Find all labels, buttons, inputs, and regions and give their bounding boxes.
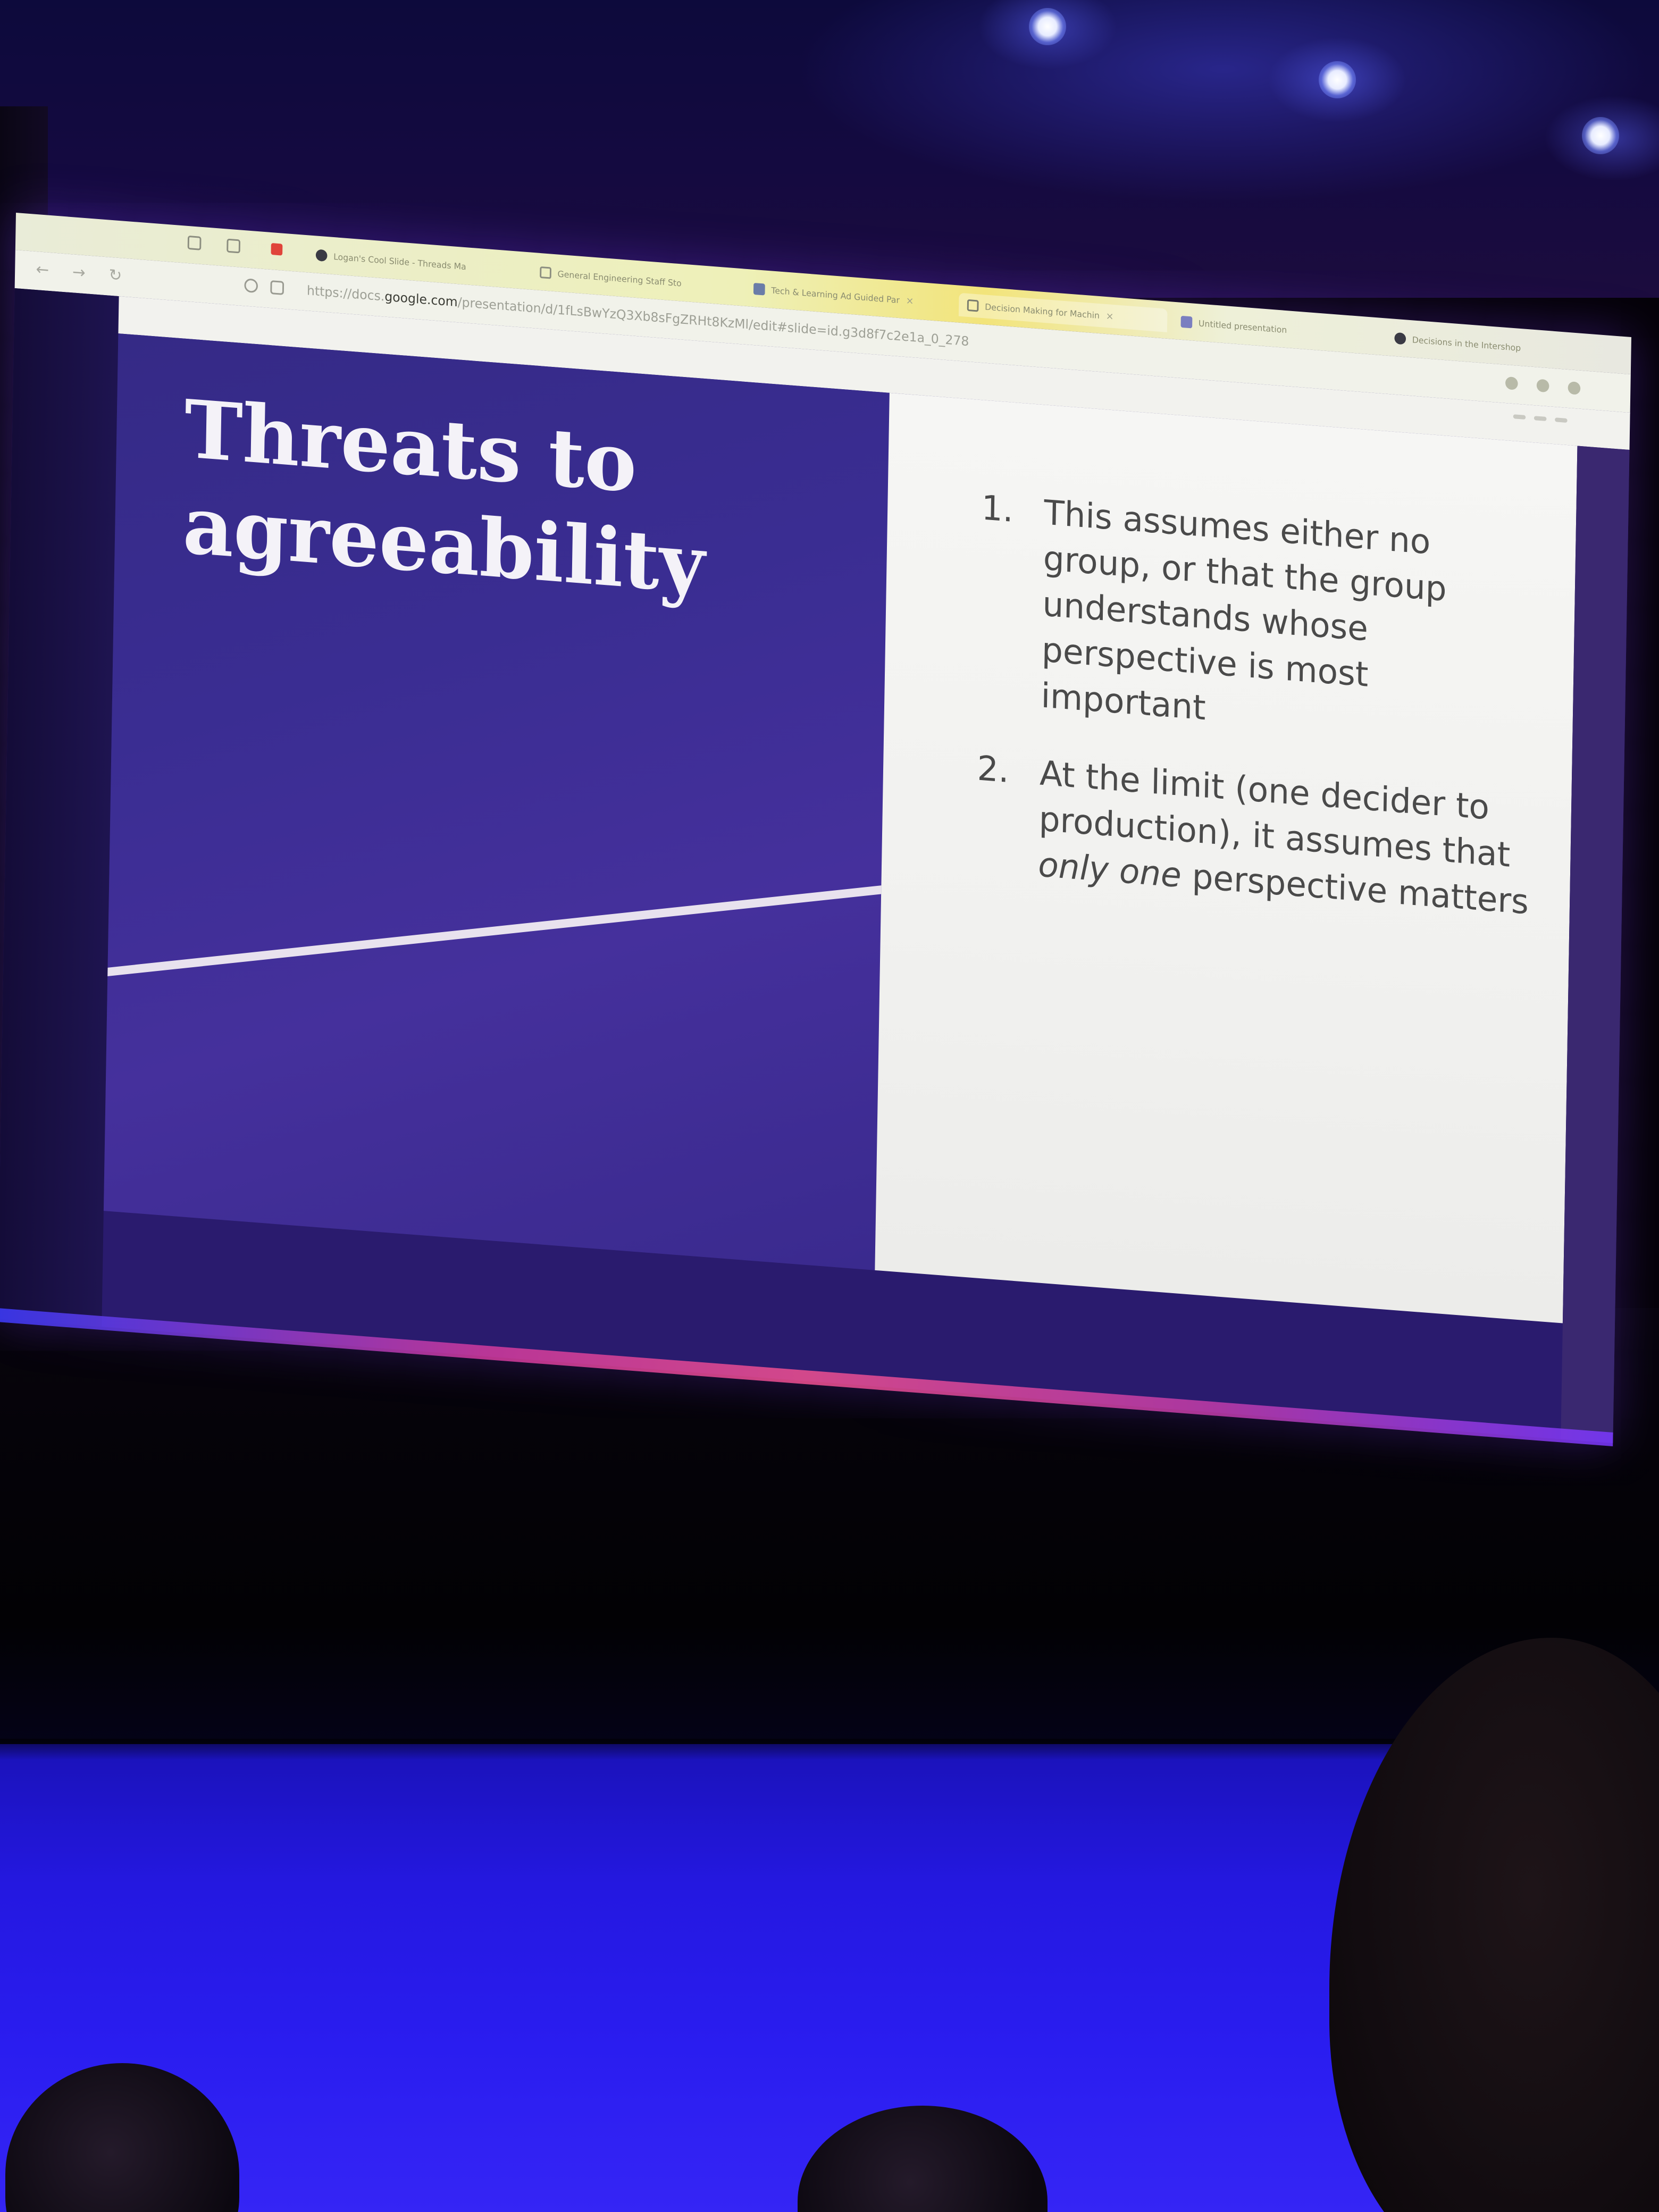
- slide-content-panel: 1. This assumes either no group, or that…: [875, 392, 1578, 1323]
- list-item-number: 2.: [977, 749, 1010, 791]
- projection-screen: Logan's Cool Slide - Threads Ma General …: [0, 213, 1642, 1774]
- decorative-line: [103, 882, 890, 979]
- toolbar-button[interactable]: [1534, 416, 1547, 421]
- tab-label: Decisions in the Intershop: [1412, 334, 1521, 353]
- list-item-emphasis: only one: [1037, 845, 1182, 896]
- lock-icon[interactable]: [270, 280, 284, 295]
- url-host: google.com: [384, 289, 458, 310]
- url-prefix: https://docs.: [306, 283, 385, 304]
- tab-overview-icon[interactable]: [227, 238, 241, 254]
- slide-numbered-list: 1. This assumes either no group, or that…: [975, 485, 1545, 958]
- stage-light: [1029, 8, 1066, 45]
- slides-toolbar-controls: [1513, 414, 1568, 423]
- slide-title-panel: Threats to agreeability: [103, 333, 890, 1270]
- globe-icon: [315, 249, 328, 262]
- stage-light: [1319, 61, 1356, 98]
- slide: Threats to agreeability 1. This assumes …: [103, 333, 1578, 1323]
- tab-label: General Engineering Staff Sto: [557, 269, 682, 288]
- window-tile-icon[interactable]: [187, 235, 202, 250]
- tab-label: Untitled presentation: [1198, 317, 1287, 335]
- doc-icon: [753, 282, 765, 296]
- tab-label: Logan's Cool Slide - Threads Ma: [333, 251, 466, 272]
- slide-title: Threats to agreeability: [182, 381, 811, 621]
- close-icon[interactable]: ×: [906, 295, 914, 307]
- forward-icon[interactable]: →: [72, 263, 86, 283]
- doc-icon: [1394, 332, 1406, 345]
- tab-label: Decision Making for Machin: [985, 301, 1100, 321]
- stage-light: [1582, 117, 1619, 154]
- slides-editor: Threats to agreeability 1. This assumes …: [0, 288, 1630, 1444]
- list-item: 2. At the limit (one decider to producti…: [975, 745, 1540, 926]
- list-item-text: This assumes either no group, or that th…: [1041, 493, 1447, 728]
- slides-filmstrip: [0, 288, 119, 1327]
- reload-icon[interactable]: ↻: [108, 265, 122, 286]
- close-icon[interactable]: ×: [1105, 310, 1114, 322]
- browser-window: Logan's Cool Slide - Threads Ma General …: [0, 213, 1632, 1444]
- slides-icon: [967, 299, 979, 312]
- extension-icon[interactable]: [1505, 376, 1518, 390]
- tab-label: Tech & Learning Ad Guided Par: [771, 284, 900, 305]
- extension-icon[interactable]: [1536, 379, 1549, 393]
- toolbar-button[interactable]: [1513, 414, 1526, 420]
- menu-icon[interactable]: [1568, 381, 1581, 395]
- shield-icon[interactable]: [244, 278, 258, 294]
- stage-edge: [0, 1739, 1659, 1760]
- slides-icon: [1180, 315, 1193, 329]
- list-item: 1. This assumes either no group, or that…: [978, 485, 1545, 757]
- doc-icon: [540, 266, 552, 279]
- toolbar-button[interactable]: [1555, 417, 1568, 423]
- pinned-tab-icon[interactable]: [271, 242, 283, 256]
- back-icon[interactable]: ←: [36, 260, 49, 280]
- list-item-number: 1.: [981, 488, 1014, 531]
